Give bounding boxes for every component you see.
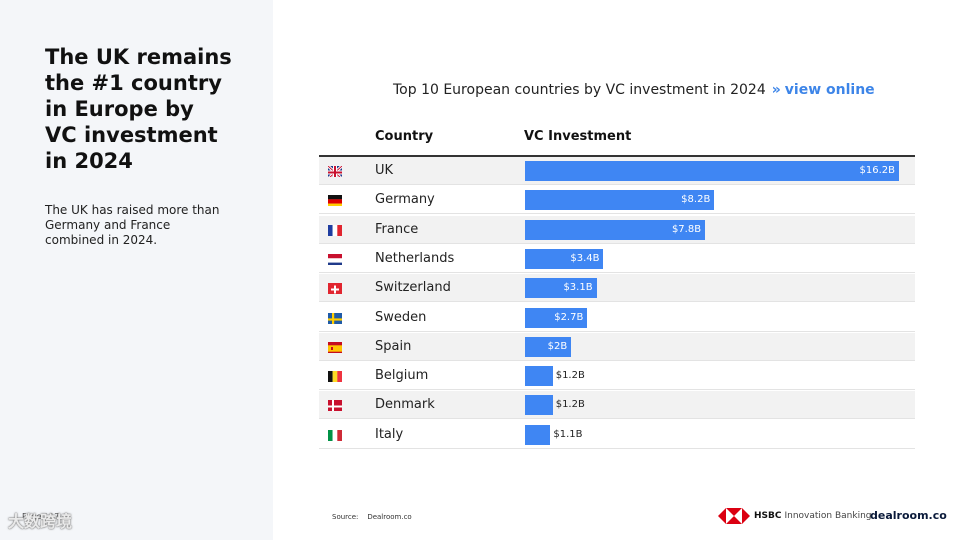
summary-line: The UK has raised more than xyxy=(45,203,220,217)
bar-value-label: $16.2B xyxy=(859,165,896,176)
source-note: Source: Dealroom.co xyxy=(332,513,412,521)
italy-flag-icon xyxy=(328,428,342,441)
country-label: UK xyxy=(375,163,394,178)
denmark-flag-icon xyxy=(328,398,342,412)
headline-line: in Europe by xyxy=(45,97,194,121)
summary-line: combined in 2024. xyxy=(45,233,158,247)
watermark: 大数跨境 xyxy=(8,512,73,531)
headline-line: VC investment xyxy=(45,123,218,147)
bar xyxy=(525,219,706,240)
source-label: Source: xyxy=(332,513,359,521)
headline-line: The UK remains xyxy=(45,45,232,69)
summary-line: Germany and France xyxy=(45,218,171,232)
bar-value-label: $1.2B xyxy=(555,399,585,411)
bar xyxy=(525,161,899,181)
sweden-flag-icon xyxy=(328,311,342,324)
bar-value-label: $2B xyxy=(547,340,568,352)
headline-line: in 2024 xyxy=(45,149,133,173)
bar xyxy=(525,307,588,328)
bar xyxy=(525,395,553,416)
column-header-vc-investment: VC Investment xyxy=(524,129,632,144)
headline-line: the #1 country xyxy=(45,71,222,95)
table-row: Netherlands $3.4B xyxy=(319,245,915,273)
dealroom-logo: dealroom.co xyxy=(870,509,947,522)
table-row: Belgium $1.2B xyxy=(319,362,915,391)
table-row: Switzerland $3.1B xyxy=(319,274,915,303)
chevron-icon: » xyxy=(771,82,781,98)
hsbc-name: HSBC xyxy=(754,511,782,521)
bar-value-label: $2.7B xyxy=(554,311,584,323)
bar xyxy=(525,278,597,299)
bar-value-label: $3.4B xyxy=(570,252,600,264)
france-flag-icon xyxy=(328,223,342,236)
summary-text: The UK has raised more than Germany and … xyxy=(45,203,235,248)
table-row: UK $16.2B xyxy=(319,157,915,185)
view-online-link[interactable]: view online xyxy=(784,82,875,98)
country-label: Netherlands xyxy=(375,250,455,266)
country-label: Sweden xyxy=(375,309,427,325)
hsbc-sub: Innovation Banking xyxy=(784,511,872,521)
country-label: France xyxy=(375,221,419,237)
germany-flag-icon xyxy=(328,193,342,207)
bar-value-label: $8.2B xyxy=(681,194,711,206)
hsbc-logo: HSBC Innovation Banking xyxy=(718,508,872,524)
bar-value-label: $7.8B xyxy=(671,223,702,235)
table-row: Italy $1.1B xyxy=(319,421,915,449)
country-label: Spain xyxy=(375,338,412,354)
bar xyxy=(525,248,604,269)
table-row: Sweden $2.7B xyxy=(319,304,915,332)
header-divider xyxy=(319,155,915,157)
netherlands-flag-icon xyxy=(328,252,342,265)
bar xyxy=(525,336,572,357)
page-number: Page / 17 xyxy=(22,512,60,521)
table-row: Germany $8.2B xyxy=(319,186,915,215)
bar xyxy=(525,366,553,387)
bar xyxy=(525,424,551,445)
page-title: The UK remains the #1 country in Europe … xyxy=(45,44,245,174)
table-row: France $7.8B xyxy=(319,215,915,244)
hsbc-hexagon-icon xyxy=(718,508,750,524)
switzerland-flag-icon xyxy=(328,281,342,295)
chart-title: Top 10 European countries by VC investme… xyxy=(393,82,875,98)
country-label: Belgium xyxy=(375,368,429,384)
table-row: Denmark $1.2B xyxy=(319,391,915,420)
table-row: Spain $2B xyxy=(319,332,915,361)
bar xyxy=(525,190,715,211)
bar-value-label: $3.1B xyxy=(563,282,593,294)
country-label: Switzerland xyxy=(375,280,451,296)
column-header-country: Country xyxy=(375,129,434,144)
spain-flag-icon xyxy=(328,340,342,353)
country-label: Germany xyxy=(375,192,435,208)
country-label: Italy xyxy=(375,426,404,442)
belgium-flag-icon xyxy=(328,369,342,383)
bar-value-label: $1.1B xyxy=(553,428,583,440)
left-panel: The UK remains the #1 country in Europe … xyxy=(0,0,273,540)
uk-flag-icon xyxy=(328,164,342,177)
chart-title-text: Top 10 European countries by VC investme… xyxy=(393,82,766,98)
bar-value-label: $1.2B xyxy=(555,370,585,382)
country-label: Denmark xyxy=(375,397,435,413)
source-value: Dealroom.co xyxy=(367,513,412,521)
